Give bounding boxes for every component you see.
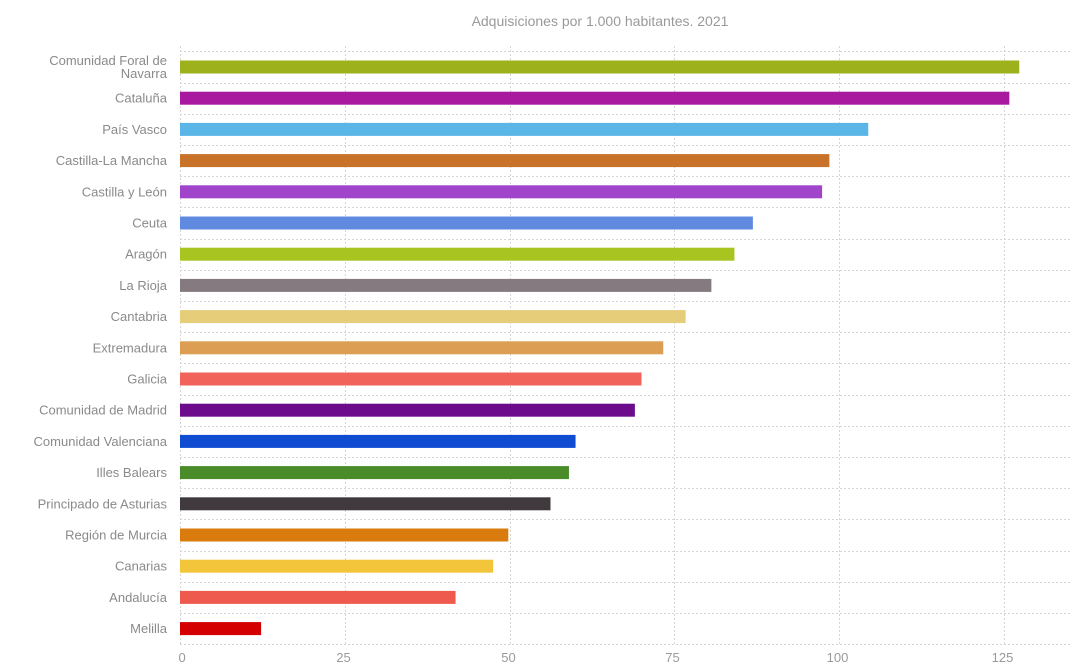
bar xyxy=(180,122,869,136)
category-label: Comunidad Valenciana xyxy=(34,434,168,449)
bar xyxy=(180,216,753,230)
category-label: Aragón xyxy=(125,247,167,262)
bar xyxy=(180,590,456,604)
category-label: Illes Balears xyxy=(96,465,167,480)
bar xyxy=(180,434,576,448)
bar xyxy=(180,91,1010,105)
category-labels: Comunidad Foral de Navarra Cataluña País Va… xyxy=(34,53,168,636)
category-label: Extremadura xyxy=(93,340,168,355)
grid xyxy=(180,46,1070,645)
bar xyxy=(180,466,569,480)
category-label: Andalucía xyxy=(109,590,168,605)
category-label: Comunidad Foral de Navarra xyxy=(49,53,168,81)
x-tick-label: 25 xyxy=(336,650,350,665)
x-tick-label: 75 xyxy=(665,650,679,665)
bar xyxy=(180,559,494,573)
chart-title: Adquisiciones por 1.000 habitantes. 2021 xyxy=(472,13,729,29)
category-label: La Rioja xyxy=(119,278,167,293)
category-label: Cantabria xyxy=(111,309,168,324)
bars xyxy=(180,60,1020,636)
bar xyxy=(180,310,686,324)
x-tick-label: 50 xyxy=(501,650,515,665)
bar xyxy=(180,341,664,355)
bar xyxy=(180,372,642,386)
x-tick-label: 125 xyxy=(992,650,1014,665)
category-label: Melilla xyxy=(130,621,168,636)
bar xyxy=(180,622,262,636)
category-label: Galicia xyxy=(127,372,168,387)
bar xyxy=(180,247,735,261)
category-label: Ceuta xyxy=(132,216,167,231)
bar xyxy=(180,403,635,417)
x-tick-label: 100 xyxy=(827,650,849,665)
bar xyxy=(180,528,509,542)
category-label: País Vasco xyxy=(102,122,167,137)
x-axis-ticks: 0 25 50 75 100 125 xyxy=(179,650,1014,665)
bar xyxy=(180,154,830,168)
category-label: Castilla-La Mancha xyxy=(56,153,168,168)
category-label: Región de Murcia xyxy=(65,528,168,543)
category-label: Principado de Asturias xyxy=(38,496,168,511)
x-tick-label: 0 xyxy=(179,650,186,665)
bar xyxy=(180,185,823,199)
bar xyxy=(180,60,1020,74)
bar xyxy=(180,497,551,511)
category-label: Cataluña xyxy=(115,91,168,106)
category-label: Comunidad de Madrid xyxy=(39,403,167,418)
category-label: Canarias xyxy=(115,559,168,574)
bar xyxy=(180,278,712,292)
category-label: Castilla y León xyxy=(82,184,167,199)
